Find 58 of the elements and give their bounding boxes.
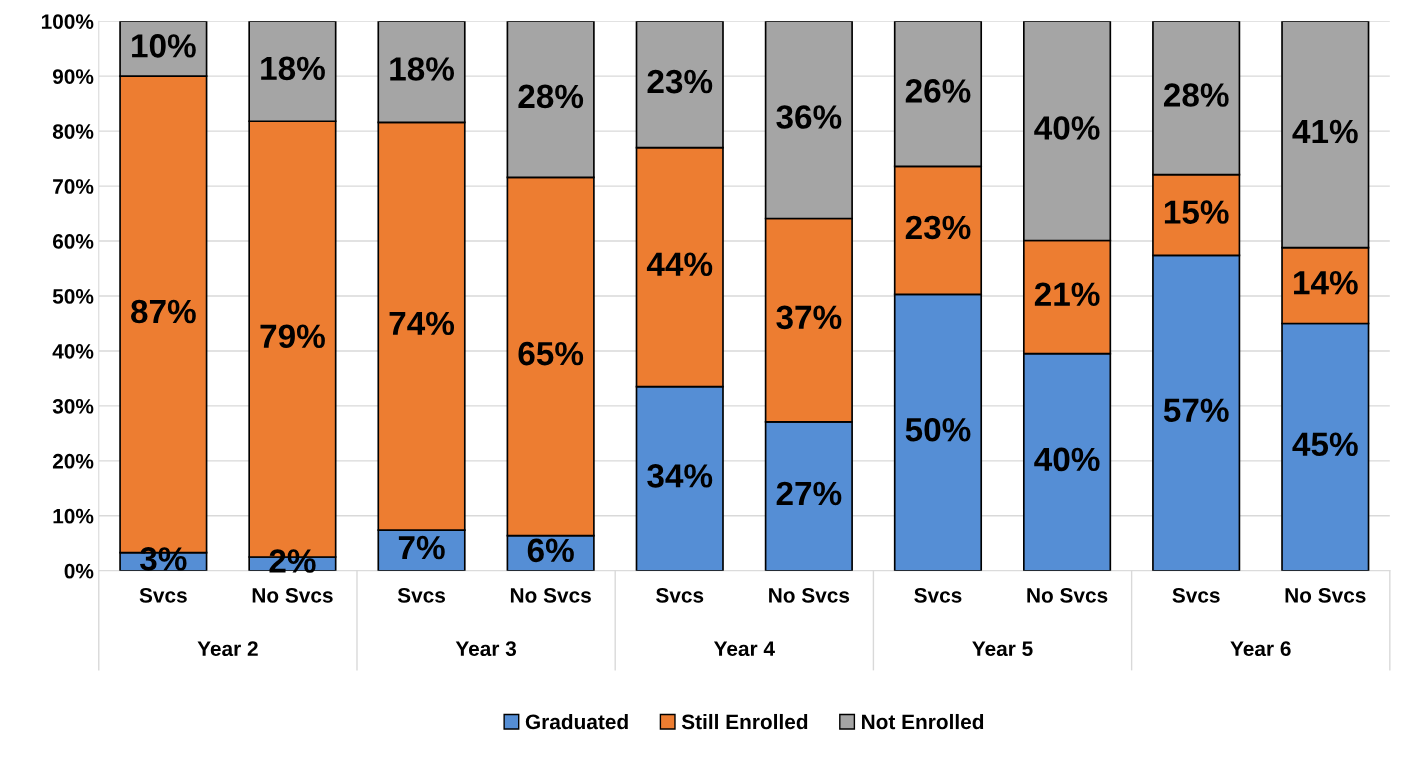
x-tick-label: No Svcs [1285, 587, 1366, 603]
data-label: 36% [776, 105, 842, 129]
legend-label: Graduated [525, 713, 628, 730]
y-tick-label: 60% [52, 234, 94, 249]
data-label: 27% [776, 481, 842, 506]
y-tick-label: 10% [53, 508, 94, 524]
data-label: 7% [398, 535, 445, 560]
data-label: 40% [1034, 447, 1100, 472]
data-label: 26% [905, 79, 971, 103]
y-tick-label: 100% [41, 14, 94, 29]
data-label: 3% [140, 547, 187, 571]
data-label: 57% [1163, 398, 1229, 422]
data-label: 41% [1292, 119, 1358, 144]
y-tick-label: 80% [52, 124, 94, 139]
legend-label: Not Enrolled [862, 713, 984, 730]
text: Year 4 [713, 641, 775, 657]
data-label: 23% [647, 69, 713, 94]
data-label: 37% [776, 305, 842, 330]
x-tick-label: Svcs [656, 587, 704, 603]
legend-label: Still Enrolled [681, 713, 808, 730]
data-label: 18% [390, 57, 455, 81]
data-label: 44% [646, 252, 713, 277]
y-tick-label: 40% [52, 343, 94, 359]
data-label: 87% [131, 299, 196, 324]
data-label: 79% [260, 324, 325, 349]
text: Year 5 [972, 641, 1033, 657]
data-label: 34% [647, 464, 713, 488]
data-label: 50% [905, 417, 971, 442]
data-label: 10% [132, 34, 196, 58]
data-label: 45% [1292, 432, 1358, 457]
data-label: 74% [389, 311, 455, 336]
x-tick-label: No Svcs [510, 587, 591, 603]
x-tick-label: Svcs [914, 587, 962, 603]
data-label: 65% [518, 341, 584, 366]
data-label: 21% [1034, 282, 1100, 306]
y-tick-label: 20% [52, 453, 94, 469]
y-tick-label: 50% [52, 289, 94, 304]
data-label: 28% [518, 84, 584, 109]
x-tick-label: Svcs [139, 587, 187, 603]
x-tick-label: No Svcs [1027, 587, 1108, 603]
data-label: 18% [261, 56, 325, 81]
x-tick-label: No Svcs [252, 587, 333, 603]
data-label: 40% [1034, 116, 1100, 140]
data-label: 14% [1294, 270, 1358, 295]
text: Year 3 [455, 641, 517, 657]
x-tick-label: No Svcs [769, 587, 850, 603]
x-tick-label: Svcs [1172, 587, 1220, 603]
data-label: 28% [1163, 83, 1229, 107]
y-tick-label: 70% [53, 179, 94, 194]
y-tick-label: 30% [52, 398, 94, 414]
data-label: 23% [905, 215, 971, 240]
text: Year 2 [197, 641, 258, 657]
text: Year 6 [1230, 641, 1291, 657]
data-label: 15% [1164, 200, 1229, 224]
y-tick-label: 0% [64, 563, 94, 579]
x-tick-label: Svcs [397, 587, 446, 603]
data-label: 6% [527, 538, 574, 563]
y-tick-label: 90% [52, 69, 94, 84]
